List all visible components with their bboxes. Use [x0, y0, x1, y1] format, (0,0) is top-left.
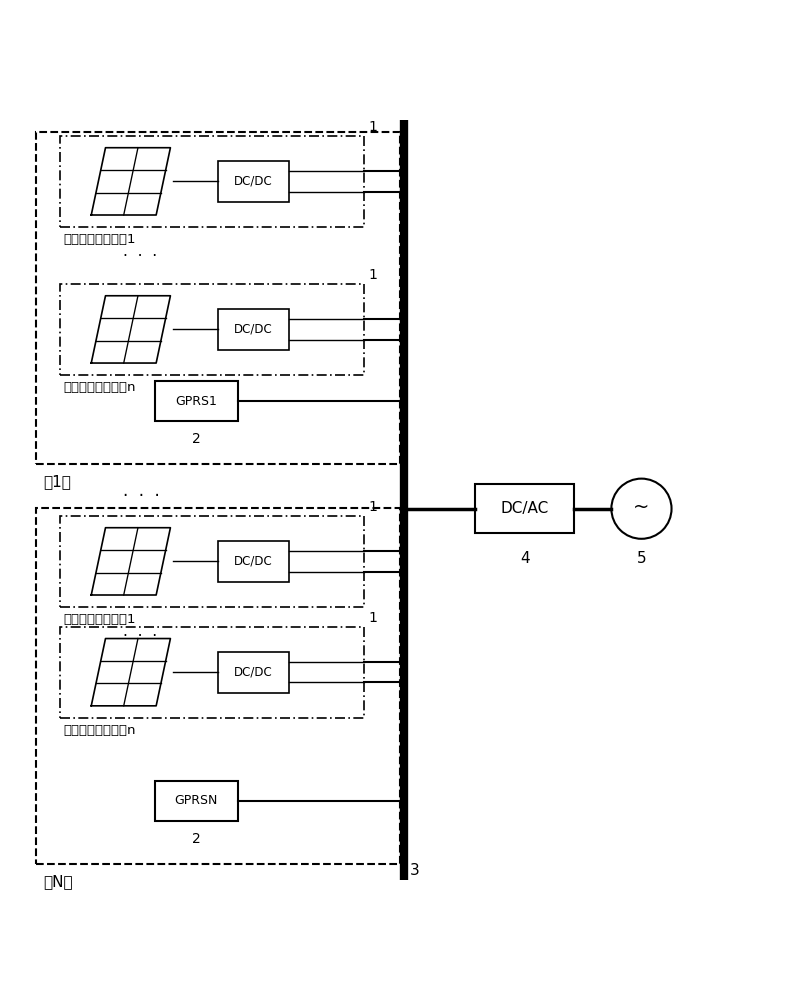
Bar [475, 484, 574, 533]
Text: 1: 1 [368, 120, 378, 134]
Bar [218, 652, 289, 693]
Text: GPRS1: GPRS1 [175, 395, 217, 408]
Text: 3: 3 [410, 863, 420, 878]
Text: 直流光伏发电模块1: 直流光伏发电模块1 [63, 613, 136, 626]
Text: 1: 1 [368, 611, 378, 625]
Text: 2: 2 [192, 832, 201, 846]
Text: GPRSN: GPRSN [174, 794, 218, 807]
Text: 1: 1 [368, 268, 378, 282]
Text: 5: 5 [637, 551, 646, 566]
Text: DC/DC: DC/DC [234, 666, 273, 679]
Text: 直流光伏发电模块n: 直流光伏发电模块n [63, 381, 136, 394]
Bar [59, 136, 364, 227]
Bar [218, 309, 289, 350]
Text: DC/DC: DC/DC [234, 175, 273, 188]
Text: DC/AC: DC/AC [501, 501, 549, 516]
Text: ·  ·  ·: · · · [123, 249, 157, 264]
Bar [218, 541, 289, 582]
Text: 直流光伏发电模块1: 直流光伏发电模块1 [63, 233, 136, 246]
Text: ~: ~ [634, 498, 650, 517]
Text: 2: 2 [192, 432, 201, 446]
Bar [36, 508, 400, 864]
Text: DC/DC: DC/DC [234, 323, 273, 336]
Text: 第1组: 第1组 [44, 474, 72, 489]
Bar [59, 284, 364, 375]
Text: 4: 4 [520, 551, 530, 566]
Text: 直流光伏发电模块n: 直流光伏发电模块n [63, 724, 136, 737]
Bar [59, 516, 364, 607]
Bar [59, 627, 364, 718]
Text: ·  ·  ·: · · · [123, 487, 160, 505]
Bar [218, 161, 289, 202]
Text: 1: 1 [368, 500, 378, 514]
Bar [154, 781, 238, 821]
Text: 第N组: 第N组 [44, 874, 74, 889]
Text: ·  ·  ·: · · · [123, 629, 157, 644]
Text: DC/DC: DC/DC [234, 555, 273, 568]
Bar [36, 132, 400, 464]
Bar [154, 381, 238, 421]
